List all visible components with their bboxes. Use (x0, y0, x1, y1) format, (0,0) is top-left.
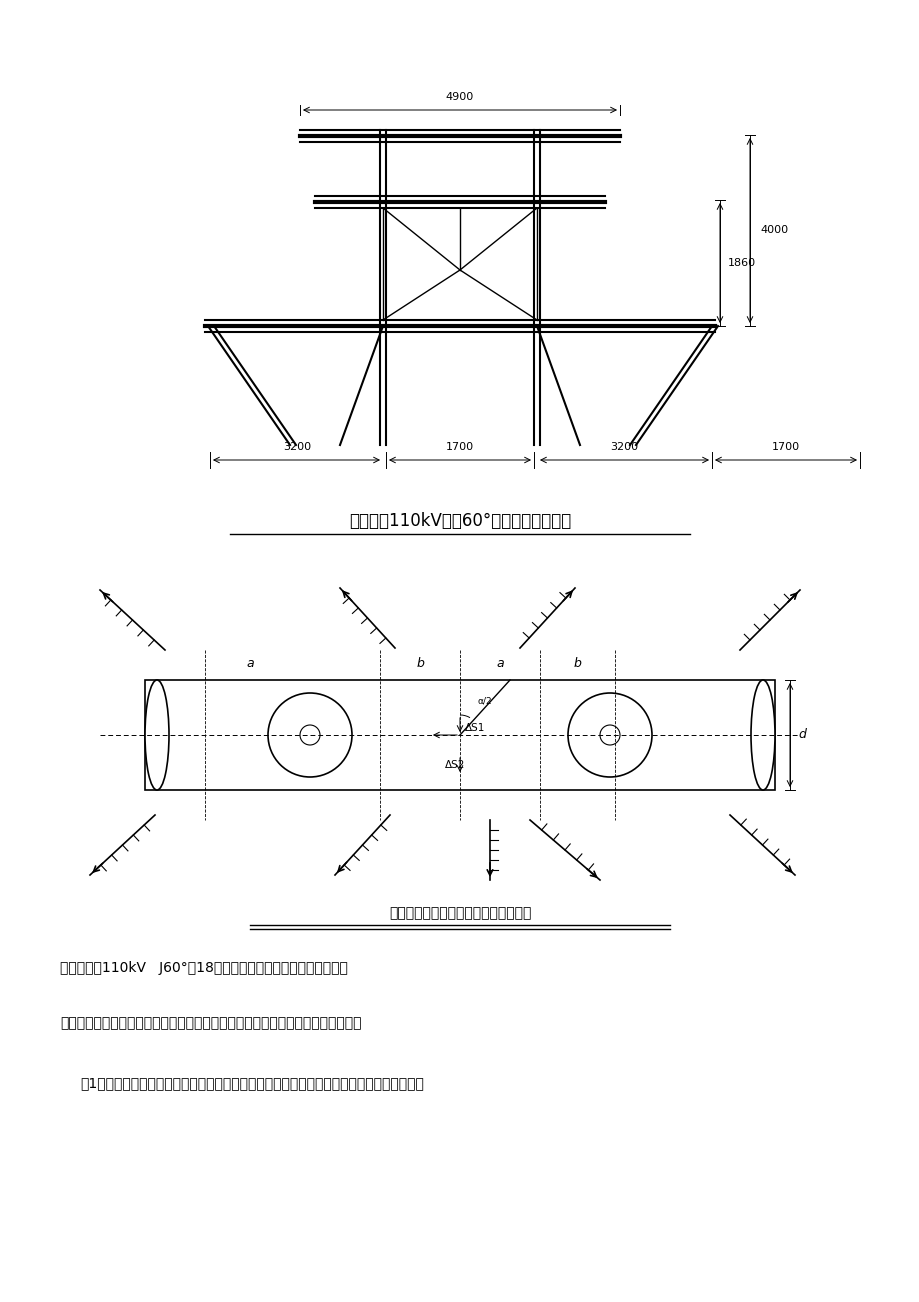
Text: d: d (797, 729, 805, 742)
Text: （1）、由于转角杆横担宽度的影响，使转角杆中心位置与原转角桩产生位移，其位移距离为: （1）、由于转角杆横担宽度的影响，使转角杆中心位置与原转角桩产生位移，其位移距离… (80, 1075, 424, 1090)
Text: 4900: 4900 (446, 92, 473, 102)
Text: b: b (573, 658, 580, 671)
Text: 3200: 3200 (283, 441, 311, 452)
Text: ΔS2: ΔS2 (444, 760, 465, 769)
Text: 其位移由两部分组成，一是横担宽度引起的，另外一个是由于横担不等长引起的。: 其位移由两部分组成，一是横担宽度引起的，另外一个是由于横担不等长引起的。 (60, 1016, 361, 1030)
Text: （图二）有位移转角杆位移计算示意图: （图二）有位移转角杆位移计算示意图 (389, 906, 530, 921)
Text: ΔS1: ΔS1 (464, 723, 485, 733)
Text: 4000: 4000 (759, 225, 788, 234)
Text: 以上图示为110kV   J60°－18型砼电杆杆型示意图和横担示意图。: 以上图示为110kV J60°－18型砼电杆杆型示意图和横担示意图。 (60, 961, 347, 975)
Text: 图（一）110kV转角60°砼电杆杆型示意图: 图（一）110kV转角60°砼电杆杆型示意图 (348, 512, 571, 530)
Text: b: b (415, 658, 424, 671)
Text: 1860: 1860 (727, 258, 755, 268)
Text: a: a (495, 658, 504, 671)
Text: a: a (246, 658, 254, 671)
Text: 1700: 1700 (446, 441, 473, 452)
Ellipse shape (750, 680, 774, 790)
Text: α/2: α/2 (478, 697, 492, 704)
Bar (145, 680, 774, 790)
Ellipse shape (145, 680, 169, 790)
Text: 1700: 1700 (771, 441, 800, 452)
Text: 3200: 3200 (609, 441, 638, 452)
